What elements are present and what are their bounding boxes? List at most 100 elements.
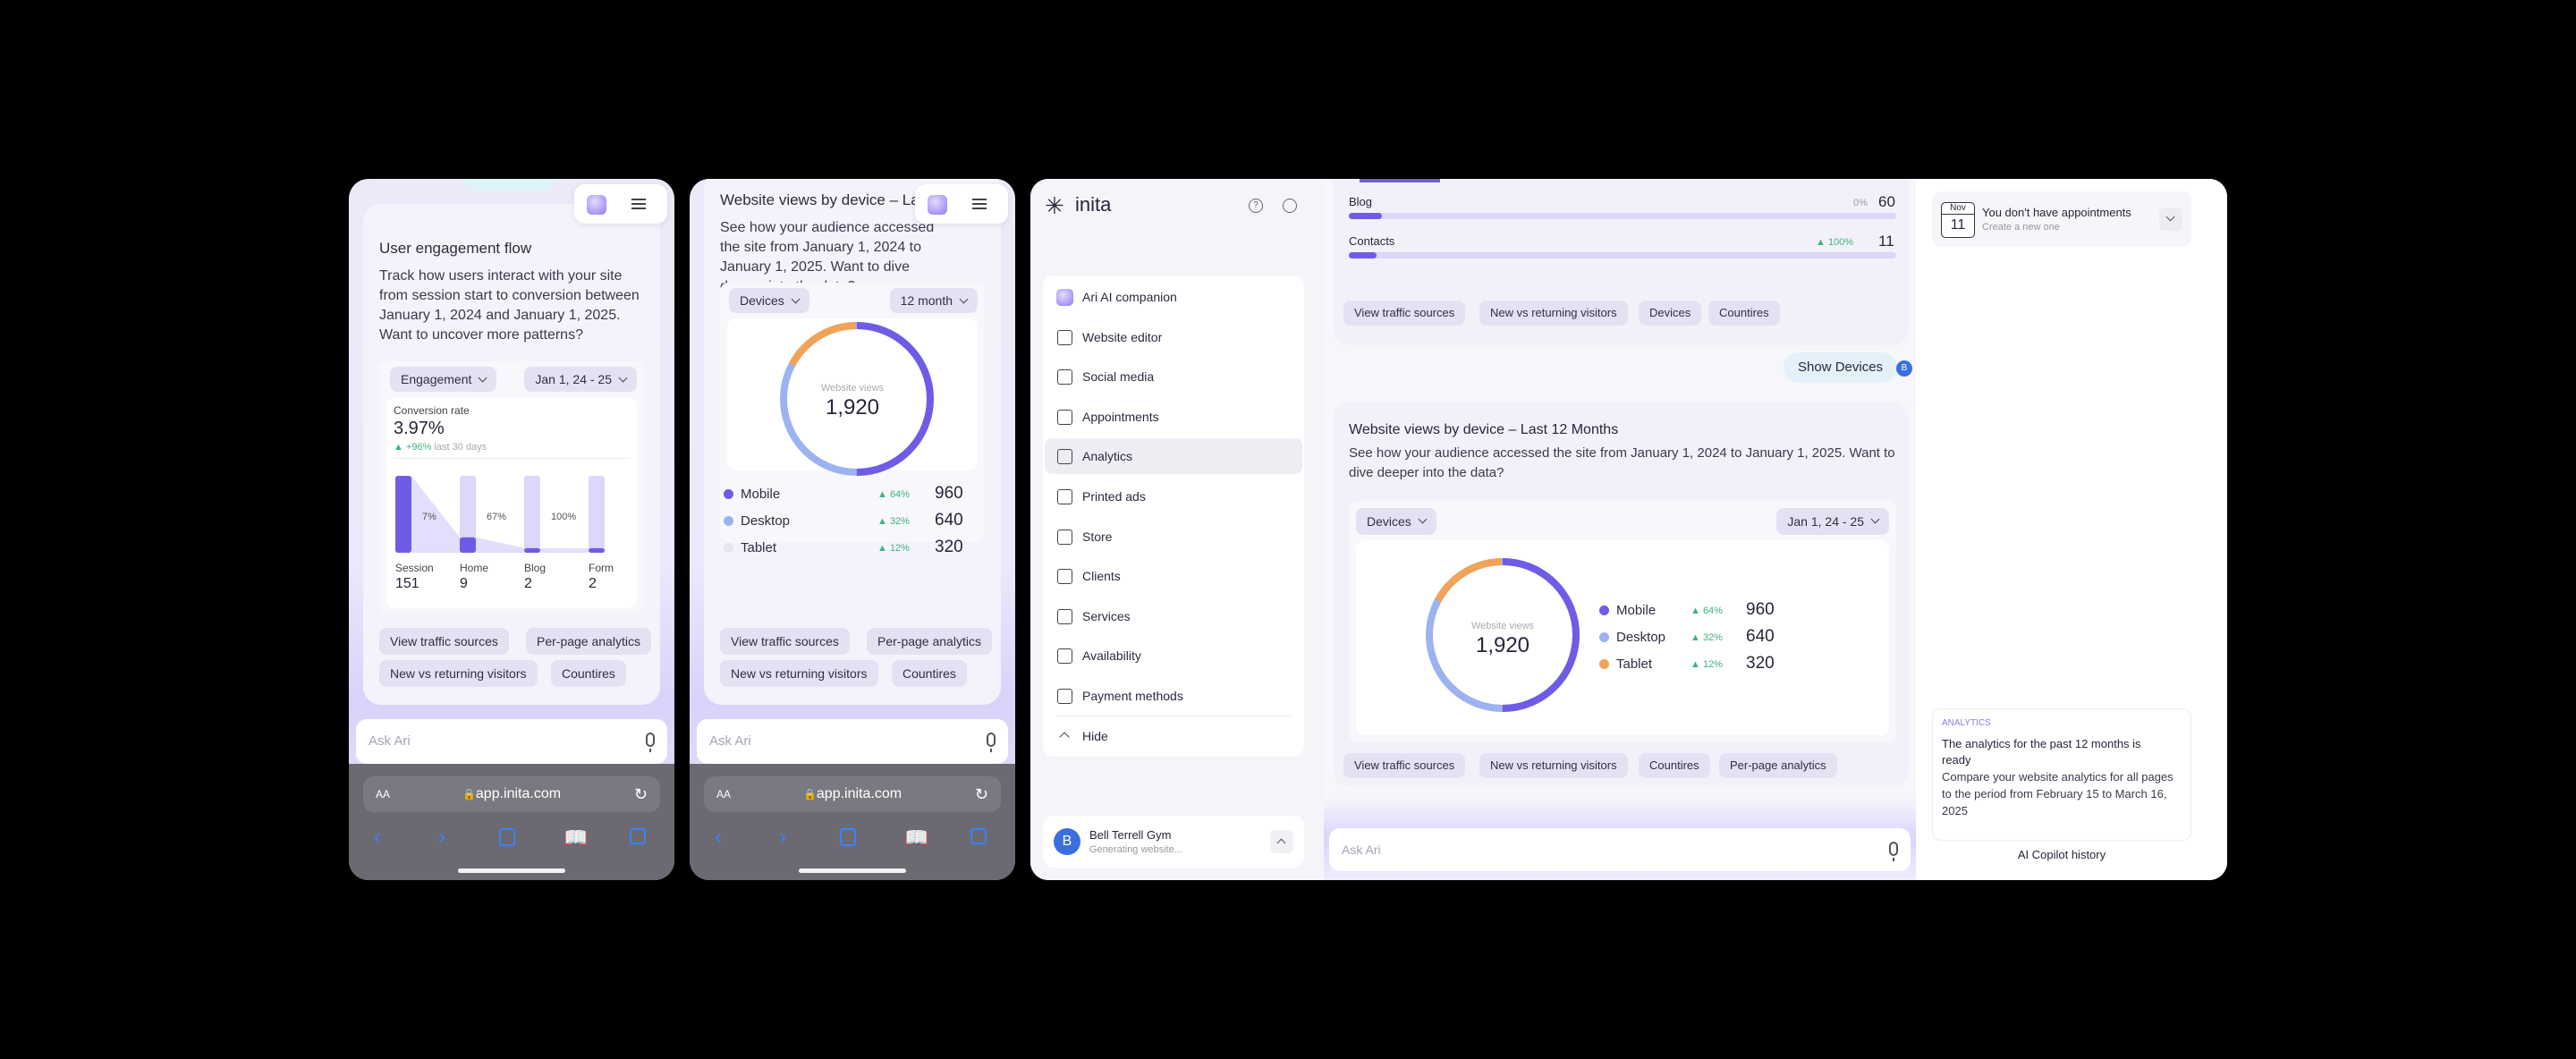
- sidebar: ✳ inita ? Ari AI companion Website editor…: [1030, 179, 1324, 880]
- ask-ari-input[interactable]: Ask Ari: [356, 719, 667, 764]
- ari-orb-icon[interactable]: [928, 195, 947, 215]
- ai-copilot-history-link[interactable]: AI Copilot history: [2017, 848, 2106, 861]
- chip-countires[interactable]: Countires: [1639, 753, 1710, 778]
- tabs-icon[interactable]: [630, 828, 646, 844]
- tabs-icon[interactable]: [970, 828, 987, 844]
- chip-new-vs-returning[interactable]: New vs returning visitors: [379, 660, 538, 687]
- funnel-bar: [395, 476, 411, 553]
- chip-countires[interactable]: Countires: [1708, 301, 1780, 326]
- sidebar-item-ari-ai-companion[interactable]: Ari AI companion: [1045, 279, 1302, 315]
- sidebar-item-printed-ads[interactable]: Printed ads: [1045, 479, 1302, 514]
- hide-sidebar-button[interactable]: Hide: [1045, 718, 1302, 754]
- sidebar-item-social-media[interactable]: Social media: [1045, 359, 1302, 394]
- metric-dropdown[interactable]: Devices: [729, 288, 809, 313]
- funnel-bar-track: [460, 476, 476, 553]
- ask-ari-input[interactable]: Ask Ari: [1329, 828, 1911, 871]
- account-card[interactable]: B Bell Terrell Gym Generating website...: [1043, 816, 1304, 868]
- ask-ari-input[interactable]: Ask Ari: [697, 719, 1008, 764]
- legend-item: Tablet: [724, 540, 776, 555]
- account-name: Bell Terrell Gym: [1089, 828, 1172, 842]
- metric-dropdown[interactable]: Engagement: [390, 367, 497, 392]
- text-size-icon[interactable]: AA: [376, 788, 391, 801]
- back-icon[interactable]: ‹: [715, 825, 722, 849]
- funnel-step-value: 2: [589, 576, 597, 591]
- page-row-label: Contacts: [1349, 234, 1395, 248]
- ari-orb-icon[interactable]: [587, 195, 606, 215]
- back-icon[interactable]: ‹: [374, 825, 381, 849]
- nav-panel: [1043, 275, 1304, 757]
- funnel-step-label: Session: [395, 562, 434, 574]
- clients-icon: [1057, 569, 1072, 585]
- sidebar-item-clients[interactable]: Clients: [1045, 558, 1302, 594]
- sidebar-item-appointments[interactable]: Appointments: [1045, 399, 1302, 435]
- donut-total: 1,920: [825, 395, 880, 419]
- expand-appointments-button[interactable]: [2159, 208, 2182, 231]
- sidebar-item-label: Appointments: [1082, 409, 1159, 424]
- chip-new-vs-returning[interactable]: New vs returning visitors: [1479, 753, 1628, 778]
- legend-dot: [724, 489, 733, 499]
- expand-account-button[interactable]: [1270, 830, 1293, 853]
- chip-view-traffic-sources[interactable]: View traffic sources: [1343, 753, 1466, 778]
- sidebar-item-payment-methods[interactable]: Payment methods: [1045, 678, 1302, 714]
- funnel-step-label: Form: [589, 562, 614, 574]
- range-dropdown[interactable]: 12 month: [889, 288, 978, 313]
- microphone-icon[interactable]: [646, 733, 655, 752]
- notification-tag: ANALYTICS: [1942, 718, 1991, 728]
- help-icon[interactable]: ?: [1249, 199, 1263, 213]
- chip-view-traffic-sources[interactable]: View traffic sources: [379, 628, 509, 655]
- sidebar-item-availability[interactable]: Availability: [1045, 638, 1302, 674]
- text-size-icon[interactable]: AA: [716, 788, 732, 801]
- funnel-bar-track: [524, 476, 540, 553]
- chip-per-page-analytics[interactable]: Per-page analytics: [1719, 753, 1837, 778]
- printer-icon: [1057, 489, 1072, 504]
- sidebar-item-label: Social media: [1082, 369, 1155, 385]
- chip-view-traffic-sources[interactable]: View traffic sources: [720, 628, 850, 655]
- calendar-icon: Nov 11: [1941, 202, 1975, 238]
- chip-new-vs-returning[interactable]: New vs returning visitors: [720, 660, 878, 687]
- globe-icon[interactable]: [1283, 199, 1297, 213]
- address-bar[interactable]: AA 🔒app.inita.com ↻: [363, 776, 660, 812]
- account-avatar: B: [1054, 828, 1080, 855]
- notification-body: Compare your website analytics for all p…: [1942, 770, 2174, 818]
- chip-countires[interactable]: Countires: [892, 660, 967, 687]
- legend-item: Desktop: [1599, 630, 1665, 645]
- metric-dropdown[interactable]: Devices: [1356, 508, 1436, 535]
- reload-icon[interactable]: ↻: [974, 785, 988, 803]
- bookmarks-icon[interactable]: 📖: [904, 826, 929, 849]
- chip-per-page-analytics[interactable]: Per-page analytics: [526, 628, 651, 655]
- share-icon[interactable]: [840, 828, 856, 846]
- funnel-step-label: Blog: [524, 562, 547, 574]
- analytics-notification[interactable]: ANALYTICS The analytics for the past 12 …: [1932, 708, 2191, 841]
- range-dropdown[interactable]: Jan 1, 24 - 25: [1776, 508, 1889, 535]
- forward-icon[interactable]: ›: [779, 825, 786, 849]
- chip-per-page-analytics[interactable]: Per-page analytics: [867, 628, 992, 655]
- page-row-fill: [1349, 252, 1377, 258]
- sidebar-item-services[interactable]: Services: [1045, 598, 1302, 634]
- page-row-track: [1349, 213, 1896, 219]
- address-bar[interactable]: AA 🔒app.inita.com ↻: [704, 776, 1001, 812]
- bookmarks-icon[interactable]: 📖: [564, 826, 589, 849]
- calendar-day: 11: [1950, 217, 1966, 233]
- sidebar-item-store[interactable]: Store: [1045, 519, 1302, 555]
- user-message: Show Devices: [1784, 352, 1898, 383]
- card-icon: [1057, 689, 1072, 704]
- sidebar-item-website-editor[interactable]: Website editor: [1045, 319, 1302, 355]
- chip-view-traffic-sources[interactable]: View traffic sources: [1343, 301, 1466, 326]
- sidebar-item-label: Ari AI companion: [1082, 290, 1177, 304]
- sidebar-item-analytics[interactable]: Analytics: [1045, 438, 1302, 475]
- chip-new-vs-returning[interactable]: New vs returning visitors: [1479, 301, 1628, 326]
- forward-icon[interactable]: ›: [438, 825, 445, 849]
- reload-icon[interactable]: ↻: [633, 785, 648, 803]
- menu-icon[interactable]: [631, 199, 646, 209]
- share-icon[interactable]: [499, 828, 515, 846]
- legend-trend: ▲ 32%: [1690, 632, 1723, 643]
- chip-countires[interactable]: Countires: [551, 660, 626, 687]
- legend-value: 320: [935, 538, 963, 556]
- microphone-icon[interactable]: [1889, 842, 1898, 861]
- menu-icon[interactable]: [972, 199, 987, 209]
- microphone-icon[interactable]: [987, 733, 996, 752]
- range-dropdown[interactable]: Jan 1, 24 - 25: [524, 367, 637, 392]
- chip-devices[interactable]: Devices: [1639, 301, 1702, 326]
- previous-ai-message: Blog 0% 60 Contacts ▲ 100% 11 View traffic so…: [1333, 179, 1909, 345]
- create-new-link[interactable]: Create a new one: [1982, 222, 2060, 233]
